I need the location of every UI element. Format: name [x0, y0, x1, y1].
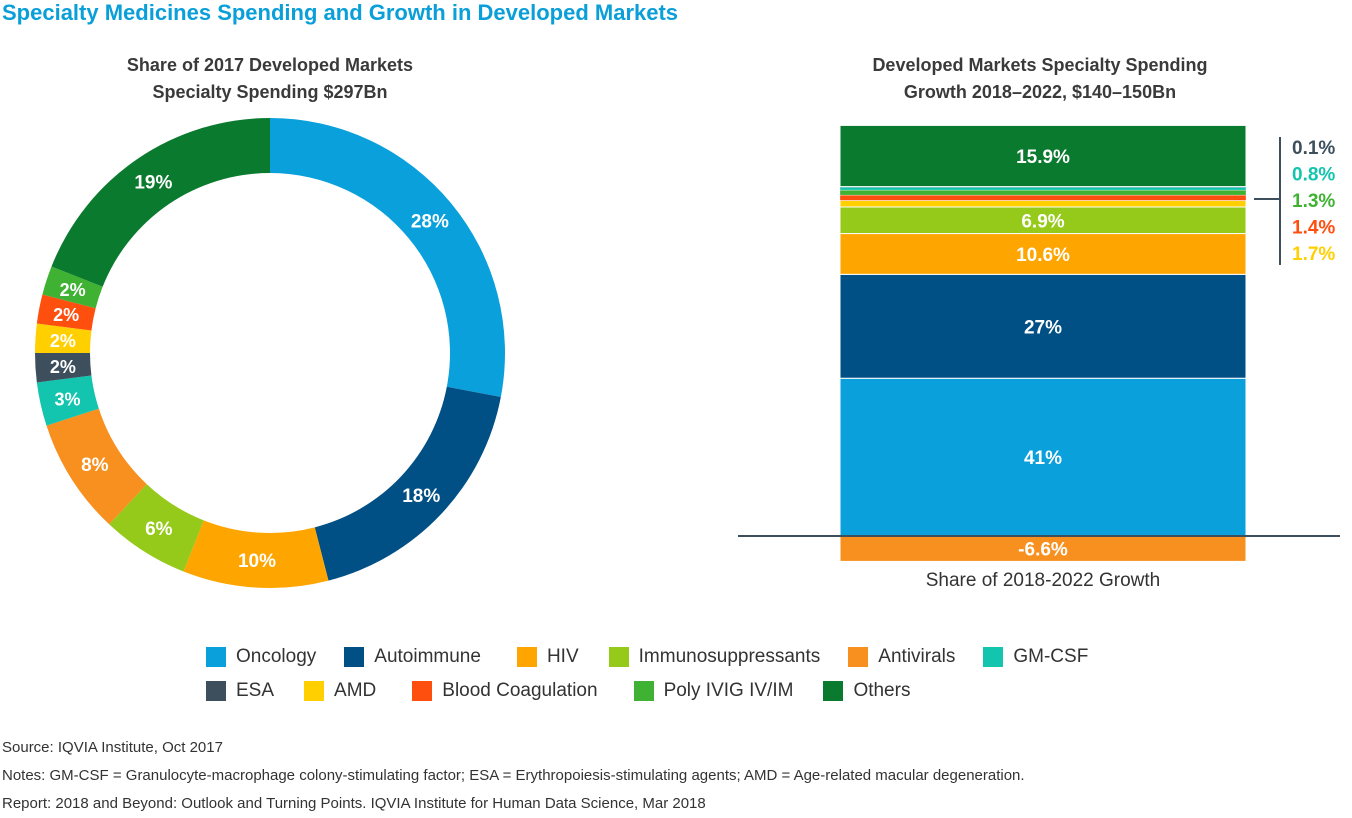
legend-item-esa: ESA — [206, 680, 274, 702]
legend-label: ESA — [236, 680, 275, 701]
bar-segment-hiv — [839, 233, 1247, 275]
legend-item-autoimmune: Autoimmune — [344, 646, 481, 668]
bar-x-axis-label: Share of 2018-2022 Growth — [925, 570, 1161, 591]
legend-label: Blood Coagulation — [442, 680, 598, 701]
donut-label-hiv: 10% — [238, 551, 276, 572]
legend-label: Immunosuppressants — [638, 646, 821, 667]
bar-segment-blood-coagulation — [839, 194, 1247, 201]
bar-segment-amd — [839, 199, 1247, 208]
legend-item-oncology: Oncology — [206, 646, 316, 668]
donut-label-antivirals: 8% — [81, 455, 109, 476]
legend-label: HIV — [546, 646, 579, 667]
bar-segment-immunosuppressants — [839, 206, 1247, 235]
legend-label: Others — [853, 680, 911, 701]
legend-item-gm-csf: GM-CSF — [983, 646, 1088, 668]
chart-main-title: Specialty Medicines Spending and Growth … — [2, 0, 679, 25]
bar-segment-autoimmune — [839, 273, 1247, 379]
legend-item-poly-ivig-iv-im: Poly IVIG IV/IM — [633, 680, 794, 702]
notes-text: Notes: GM-CSF = Granulocyte-macrophage c… — [2, 767, 1025, 784]
stacked-bar-chart: -6.6% 41% 27% 10.6% 6.9% 15.9% 0.1% 0.8% 1.3% 1.4… — [738, 124, 1340, 562]
donut-slice-autoimmune — [314, 386, 501, 581]
donut-slice-blood-coagulation — [36, 294, 96, 331]
legend-swatch — [608, 647, 629, 667]
callout-label-blood-coagulation: 1.4% — [1292, 218, 1335, 239]
donut-slice-poly-ivig-iv-im — [42, 266, 103, 309]
donut-slice-esa — [35, 353, 92, 383]
legend-swatch — [206, 681, 226, 701]
callout-label-amd: 1.7% — [1292, 244, 1335, 265]
legend-item-hiv: HIV — [516, 646, 579, 668]
legend-label: Oncology — [236, 646, 317, 667]
legend-item-antivirals: Antivirals — [848, 646, 955, 668]
legend-swatch — [633, 681, 654, 701]
donut-label-oncology: 28% — [411, 212, 449, 233]
donut-label-immunosuppressants: 6% — [145, 519, 173, 540]
legend-swatch — [823, 681, 844, 701]
donut-chart: 28% 18% 10% 6% 8% 3% 2% 2% 2% 2% 19% — [35, 118, 505, 588]
legend-swatch — [983, 647, 1004, 667]
donut-label-poly-ivig-iv-im: 2% — [60, 280, 86, 300]
legend-swatch — [848, 647, 869, 667]
donut-slice-gm-csf — [36, 375, 99, 426]
report-citation: Report: 2018 and Beyond: Outlook and Tur… — [2, 795, 706, 812]
bar-label-hiv: 10.6% — [1016, 245, 1070, 266]
donut-label-blood-coagulation: 2% — [53, 305, 79, 325]
legend-swatch — [516, 647, 537, 667]
footer: Source: IQVIA Institute, Oct 2017 Notes:… — [2, 734, 1025, 818]
callout-label-esa: 0.1% — [1292, 138, 1335, 159]
donut-slice-hiv — [183, 520, 329, 588]
bar-segment-others — [839, 124, 1247, 188]
legend-swatch — [344, 647, 365, 667]
bar-title-line-1: Developed Markets Specialty Spending — [872, 55, 1208, 75]
callout-label-gm-csf: 0.8% — [1292, 165, 1335, 186]
source-note: Source: IQVIA Institute, Oct 2017 — [2, 739, 223, 756]
legend-swatch — [412, 681, 433, 701]
donut-slice-oncology — [270, 118, 505, 398]
legend-label: AMD — [334, 680, 377, 701]
bar-label-autoimmune: 27% — [1024, 317, 1062, 338]
donut-label-others: 19% — [134, 172, 172, 193]
donut-title-line-2: Specialty Spending $297Bn — [152, 82, 388, 102]
bar-label-oncology: 41% — [1024, 448, 1062, 469]
bar-label-others: 15.9% — [1016, 147, 1070, 168]
donut-label-amd: 2% — [50, 331, 76, 351]
donut-slice-antivirals — [46, 408, 147, 525]
legend-item-amd: AMD — [304, 680, 376, 702]
legend-label: GM-CSF — [1013, 646, 1089, 667]
bar-chart-title: Developed Markets Specialty Spending Gro… — [800, 52, 1280, 106]
bar-label-antivirals: -6.6% — [1018, 540, 1068, 561]
bar-segment-oncology — [839, 377, 1247, 537]
bar-label-immunosuppressants: 6.9% — [1021, 211, 1064, 232]
legend-label: Poly IVIG IV/IM — [663, 680, 794, 701]
bar-segment-poly-ivig-iv-im — [839, 189, 1247, 196]
legend-item-blood-coagulation: Blood Coagulation — [412, 680, 598, 702]
donut-title-line-1: Share of 2017 Developed Markets — [126, 55, 414, 75]
legend-label: Antivirals — [878, 646, 956, 667]
donut-label-esa: 2% — [50, 357, 76, 377]
donut-label-gm-csf: 3% — [54, 389, 80, 409]
donut-label-autoimmune: 18% — [402, 486, 440, 507]
callout-label-poly-ivig-iv-im: 1.3% — [1292, 191, 1335, 212]
legend-row: Oncology Autoimmune HIV Immunosuppressants A… — [206, 640, 1206, 674]
legend-item-immunosuppressants: Immunosuppressants — [608, 646, 821, 668]
donut-slice-immunosuppressants — [109, 484, 204, 572]
legend-swatch — [304, 681, 325, 701]
legend-row: ESA AMD Blood Coagulation Poly IVIG IV/IM Ot… — [206, 674, 1206, 708]
legend-label: Autoimmune — [374, 646, 481, 667]
bar-segment-antivirals — [839, 535, 1247, 562]
legend-item-others: Others — [823, 680, 910, 702]
legend: Oncology Autoimmune HIV Immunosuppressants A… — [206, 640, 1206, 708]
donut-slice-amd — [35, 323, 92, 353]
donut-chart-title: Share of 2017 Developed Markets Specialt… — [60, 52, 480, 106]
legend-swatch — [206, 647, 226, 667]
donut-slice-others — [51, 118, 270, 287]
bar-title-line-2: Growth 2018–2022, $140–150Bn — [903, 82, 1177, 102]
